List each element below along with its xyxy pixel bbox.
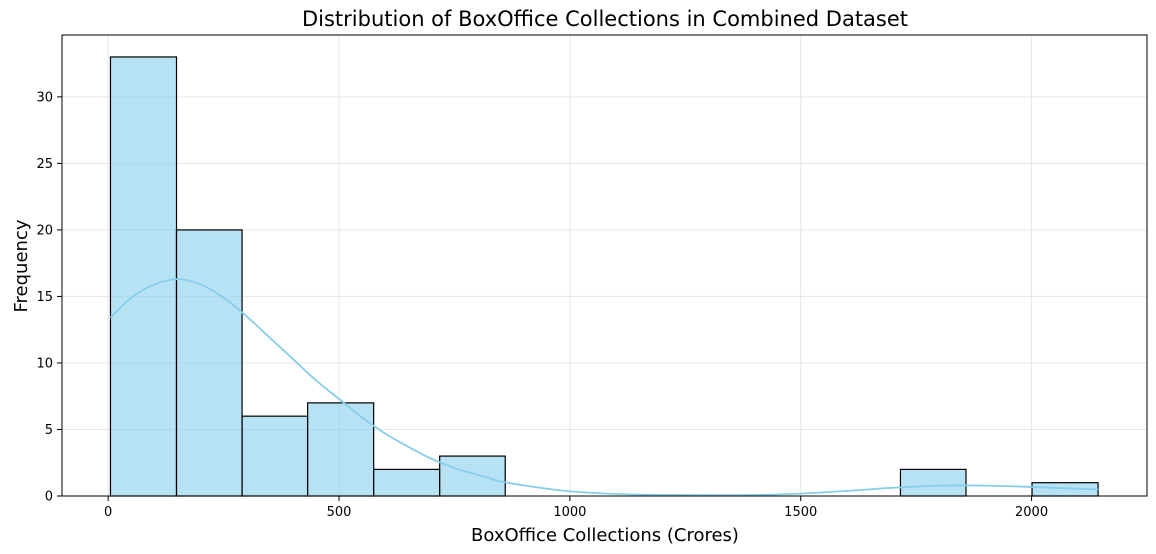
kde-curve-layer — [109, 278, 1099, 497]
y-tick-label-0: 0 — [45, 490, 53, 505]
y-tick-label-3: 15 — [36, 290, 53, 305]
x-axis-ticks: 0 500 1000 1500 2000 — [104, 496, 1048, 520]
x-tick-label-4: 2000 — [1015, 505, 1048, 520]
y-axis-title: Frequency — [11, 219, 32, 312]
histogram-bar-12 — [899, 468, 967, 497]
y-tick-label-1: 5 — [45, 423, 53, 438]
histogram-bar-1 — [175, 229, 243, 497]
histogram-bar-5 — [439, 455, 506, 497]
chart-title: Distribution of BoxOffice Collections in… — [302, 7, 908, 31]
histogram-bar-3 — [307, 402, 375, 497]
histogram-bar-2 — [241, 415, 309, 497]
x-axis-title: BoxOffice Collections (Crores) — [471, 525, 739, 546]
x-tick-label-3: 1500 — [784, 505, 817, 520]
y-axis-ticks: 0 5 10 15 20 25 30 — [36, 90, 62, 505]
x-tick-label-2: 1000 — [553, 505, 586, 520]
y-tick-label-5: 25 — [36, 157, 53, 172]
histogram-bar-4 — [373, 468, 441, 497]
x-tick-label-1: 500 — [327, 505, 352, 520]
kde-curve — [109, 278, 1099, 497]
y-tick-label-2: 10 — [36, 356, 53, 371]
x-tick-label-0: 0 — [104, 505, 112, 520]
histogram-bars — [109, 56, 1099, 497]
plot-frame — [61, 34, 1148, 497]
y-tick-label-4: 20 — [36, 223, 53, 238]
y-tick-label-6: 30 — [36, 90, 53, 105]
histogram-bar-0 — [109, 56, 178, 497]
